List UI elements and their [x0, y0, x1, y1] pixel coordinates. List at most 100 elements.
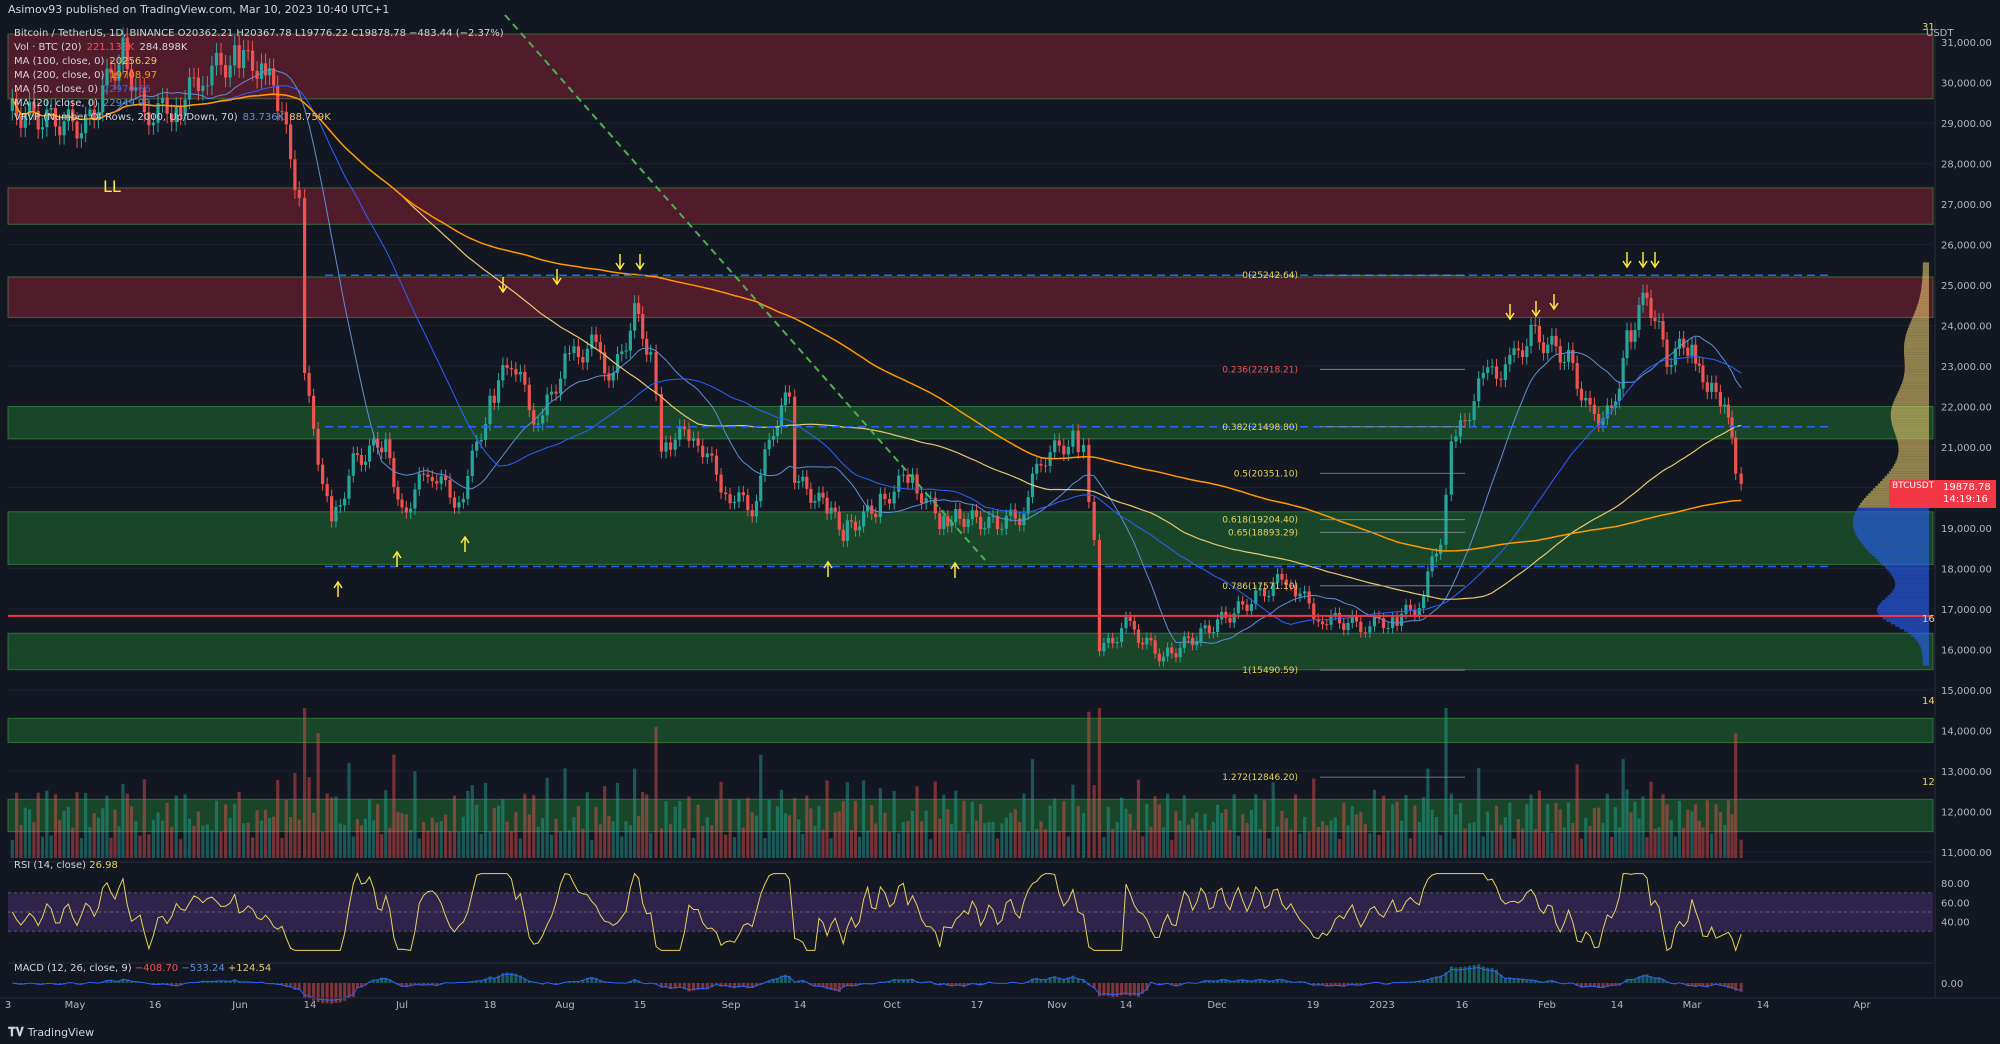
macd-histogram-bar	[1157, 983, 1161, 986]
candle-body	[1009, 509, 1013, 516]
volume-profile-row	[1856, 534, 1929, 537]
vrvp-legend[interactable]: VRVP (Number Of Rows, 2000, Up/Down, 70)…	[14, 112, 331, 123]
volume-profile-row	[1907, 327, 1929, 331]
candle-body	[1316, 618, 1320, 622]
macd-histogram-bar	[1136, 983, 1140, 997]
ma100-legend[interactable]: MA (100, close, 0) 20256.29	[14, 56, 158, 67]
volume-bar	[1009, 812, 1013, 858]
candle-body	[805, 476, 809, 489]
macd-histogram-bar	[179, 983, 183, 986]
volume-bar	[79, 838, 83, 858]
candle-body	[1571, 349, 1575, 364]
ma200-legend[interactable]: MA (200, close, 0) 19708.97	[14, 70, 158, 81]
volume-legend[interactable]: Vol · BTC (20) 221.133K 284.898K	[14, 42, 188, 53]
candle-body	[841, 529, 845, 541]
candle-body	[1377, 616, 1381, 619]
macd-histogram-bar	[1610, 983, 1614, 986]
volume-bar	[426, 830, 430, 858]
time-axis-label: Aug	[555, 1000, 575, 1011]
candle-body	[1516, 348, 1520, 351]
candle-body	[1399, 613, 1404, 626]
ma50-legend[interactable]: MA (50, close, 0) 22970.66	[14, 84, 151, 95]
macd-histogram-bar	[746, 983, 750, 989]
candle-body	[1013, 509, 1017, 519]
volume-bar	[779, 789, 784, 858]
arrow-head	[635, 262, 645, 271]
volume-bar	[1723, 824, 1727, 858]
candle-body	[1115, 642, 1119, 644]
volume-bar	[250, 837, 255, 858]
candle-body	[303, 197, 307, 373]
volume-bar	[259, 820, 264, 858]
macd-histogram-bar	[165, 983, 169, 985]
volume-bar	[687, 796, 691, 858]
volume-bar	[750, 812, 754, 858]
candle-body	[1633, 329, 1637, 342]
candle-body	[293, 159, 297, 190]
volume-bar	[1220, 812, 1224, 858]
candle-body	[1293, 585, 1298, 597]
macd-histogram-bar	[1071, 975, 1075, 983]
candle-body	[1062, 445, 1066, 455]
macd-legend[interactable]: MACD (12, 26, close, 9) −408.70 −533.24 …	[14, 963, 272, 974]
volume-profile-row	[1855, 532, 1929, 535]
symbol-ohlc[interactable]: Bitcoin / TetherUS, 1D, BINANCE O20362.2…	[14, 28, 504, 39]
candle-body	[1081, 444, 1086, 453]
volume-bar	[201, 825, 205, 858]
volume-bar	[151, 819, 156, 858]
candle-body	[793, 396, 797, 483]
volume-bar	[444, 814, 448, 858]
candle-body	[75, 121, 79, 139]
arrow-head	[1531, 309, 1541, 318]
macd-histogram-bar	[1203, 980, 1207, 983]
macd-histogram-bar	[1417, 980, 1421, 983]
volume-bar	[805, 795, 809, 858]
volume-bar	[1494, 805, 1499, 858]
candle-body	[1579, 388, 1584, 401]
macd-histogram-bar	[1276, 979, 1280, 983]
candle-body	[550, 391, 554, 395]
candles	[10, 27, 1743, 667]
candle-body	[1386, 628, 1390, 630]
volume-bar	[942, 794, 946, 858]
volume-bar	[101, 808, 105, 858]
volume-bar	[183, 794, 187, 858]
volume-bar	[1673, 836, 1677, 858]
candle-body	[426, 474, 430, 477]
candle-body	[1710, 382, 1714, 392]
candle-body	[101, 85, 105, 113]
volume-bar	[1677, 800, 1682, 858]
footer-brand[interactable]: TradingView	[27, 1026, 95, 1039]
arrow-up-icon	[392, 550, 402, 567]
macd-histogram-bar	[1271, 980, 1275, 983]
volume-profile-row	[1909, 323, 1929, 326]
macd-histogram-bar	[505, 972, 509, 983]
volume-bar	[962, 800, 966, 858]
volume-bar	[246, 822, 250, 858]
volume-bar	[1293, 794, 1298, 858]
volume-bar	[1312, 778, 1316, 858]
volume-bar	[1645, 837, 1649, 858]
volume-bar	[109, 837, 113, 858]
volume-bar	[678, 800, 682, 858]
volume-bar	[384, 790, 388, 858]
macd-histogram-bar	[1625, 979, 1629, 983]
rsi-legend[interactable]: RSI (14, close) 26.98	[14, 860, 118, 871]
volume-bar	[611, 821, 615, 858]
rsi-line	[11, 872, 1742, 953]
volume-bar	[15, 792, 19, 858]
candle-body	[276, 85, 280, 112]
candle-body	[1224, 611, 1228, 618]
last-price-value-box: 19878.78 14:19:16	[1940, 480, 1996, 508]
volume-bar	[1254, 794, 1258, 858]
arrow-up-icon	[333, 580, 343, 597]
fib-label: 0.236(22918.21)	[1222, 365, 1298, 375]
volume-profile-row	[1888, 471, 1929, 474]
volume-bar	[1153, 796, 1157, 858]
support-zone	[7, 798, 1934, 833]
candle-body	[435, 481, 439, 484]
macd-histogram-bar	[767, 980, 771, 983]
macd-histogram-bar	[1718, 983, 1722, 986]
ma20-legend[interactable]: MA (20, close, 0) 22949.93	[14, 98, 151, 109]
